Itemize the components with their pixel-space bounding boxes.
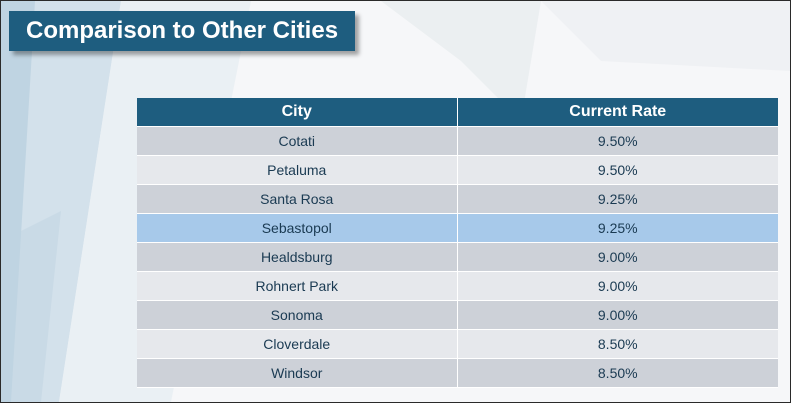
- city-rate-table: City Current Rate Cotati 9.50% Petaluma …: [137, 98, 778, 388]
- rate-cell: 9.00%: [457, 242, 778, 272]
- city-cell: Sebastopol: [137, 213, 458, 243]
- column-header-current-rate: Current Rate: [457, 98, 778, 127]
- rate-cell: 9.25%: [457, 213, 778, 243]
- table-row: Santa Rosa 9.25%: [137, 184, 778, 214]
- rate-cell: 8.50%: [457, 358, 778, 388]
- table-row: Rohnert Park 9.00%: [137, 271, 778, 301]
- page-title: Comparison to Other Cities: [9, 11, 356, 51]
- city-cell: Petaluma: [137, 155, 458, 185]
- table-row: Healdsburg 9.00%: [137, 242, 778, 272]
- city-cell: Windsor: [137, 358, 458, 388]
- city-cell: Healdsburg: [137, 242, 458, 272]
- city-cell: Cotati: [137, 126, 458, 156]
- table-row: Sonoma 9.00%: [137, 300, 778, 330]
- city-cell: Cloverdale: [137, 329, 458, 359]
- city-cell: Sonoma: [137, 300, 458, 330]
- rate-cell: 8.50%: [457, 329, 778, 359]
- table-row: Windsor 8.50%: [137, 358, 778, 388]
- table-row: Cotati 9.50%: [137, 126, 778, 156]
- rate-cell: 9.00%: [457, 300, 778, 330]
- rate-cell: 9.50%: [457, 126, 778, 156]
- city-cell: Rohnert Park: [137, 271, 458, 301]
- rate-cell: 9.50%: [457, 155, 778, 185]
- table-row: Petaluma 9.50%: [137, 155, 778, 185]
- rate-cell: 9.00%: [457, 271, 778, 301]
- table-row: Cloverdale 8.50%: [137, 329, 778, 359]
- rate-cell: 9.25%: [457, 184, 778, 214]
- table-row-highlighted: Sebastopol 9.25%: [137, 213, 778, 243]
- column-header-city: City: [137, 98, 458, 127]
- table-header-row: City Current Rate: [137, 98, 778, 127]
- city-cell: Santa Rosa: [137, 184, 458, 214]
